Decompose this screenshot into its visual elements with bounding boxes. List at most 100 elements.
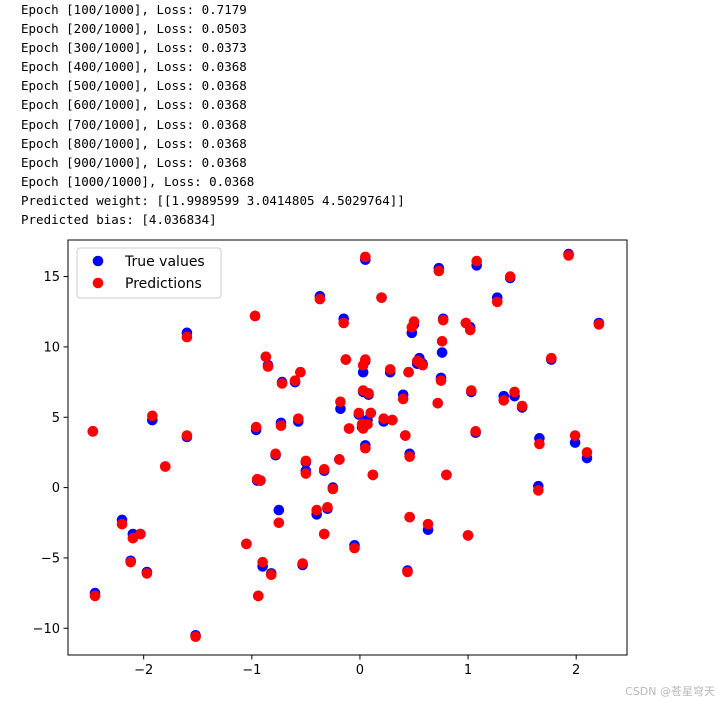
console-line: Predicted weight: [[1.9989599 3.0414805 … — [21, 192, 405, 208]
prediction-point — [318, 464, 330, 475]
prediction-point — [471, 255, 483, 267]
prediction-point — [338, 317, 350, 329]
y-tick-label: −5 — [41, 551, 60, 566]
prediction-point — [147, 410, 158, 422]
prediction-point — [295, 366, 306, 378]
console-line: Epoch [100/1000], Loss: 0.7179 — [21, 2, 247, 17]
prediction-point — [87, 426, 99, 437]
prediction-point — [581, 447, 593, 458]
console-output: Epoch [100/1000], Loss: 0.7179 Epoch [200… — [21, 0, 405, 229]
watermark: CSDN @苍星穹天 — [625, 685, 715, 698]
prediction-point — [516, 400, 528, 412]
prediction-point — [314, 293, 326, 305]
prediction-point — [89, 590, 101, 602]
prediction-point — [546, 352, 557, 364]
prediction-point — [387, 414, 398, 426]
y-tick-label: 15 — [43, 270, 60, 285]
prediction-point — [491, 296, 503, 308]
prediction-point — [533, 485, 544, 496]
console-line: Epoch [900/1000], Loss: 0.0368 — [21, 154, 247, 170]
prediction-point — [252, 590, 264, 602]
prediction-point — [563, 250, 574, 261]
prediction-point — [181, 430, 193, 441]
x-tick-label: −2 — [134, 663, 153, 678]
prediction-point — [160, 461, 171, 472]
prediction-point — [509, 386, 520, 398]
prediction-point — [340, 354, 352, 365]
x-tick-label: −1 — [242, 663, 261, 678]
prediction-point — [360, 251, 371, 263]
legend-label: Predictions — [125, 276, 202, 292]
prediction-point — [433, 265, 445, 277]
prediction-point — [273, 517, 285, 529]
prediction-point — [462, 530, 474, 541]
prediction-point — [403, 366, 414, 378]
y-tick-label: 5 — [52, 411, 60, 426]
prediction-point — [367, 469, 379, 481]
prediction-point — [362, 418, 373, 430]
prediction-point — [397, 393, 409, 405]
prediction-point — [353, 407, 365, 419]
y-tick-label: 0 — [52, 481, 60, 496]
prediction-point — [470, 426, 481, 437]
prediction-point — [311, 504, 322, 516]
true-value-point — [436, 347, 448, 358]
prediction-point — [343, 423, 355, 434]
prediction-point — [322, 501, 333, 513]
prediction-point — [265, 569, 277, 581]
prediction-point — [417, 359, 428, 371]
prediction-point — [365, 407, 377, 419]
prediction-point — [422, 518, 434, 530]
prediction-point — [593, 319, 605, 330]
prediction-point — [436, 335, 448, 347]
axes-frame — [67, 239, 628, 656]
prediction-point — [262, 361, 274, 372]
prediction-point — [349, 542, 360, 554]
prediction-point — [363, 388, 374, 399]
prediction-point — [255, 475, 266, 486]
prediction-point — [257, 556, 268, 568]
prediction-point — [437, 314, 449, 326]
prediction-point — [297, 558, 308, 569]
x-tick-label: 2 — [572, 663, 580, 678]
prediction-point — [384, 364, 396, 375]
prediction-point — [498, 395, 510, 406]
x-tick-label: 0 — [356, 663, 364, 678]
console-line: Epoch [500/1000], Loss: 0.0368 — [21, 78, 247, 94]
prediction-point — [441, 469, 452, 481]
prediction-point — [335, 396, 346, 408]
legend-label: True values — [124, 254, 205, 270]
prediction-point — [534, 438, 545, 450]
prediction-point — [408, 316, 420, 327]
prediction-point — [400, 430, 411, 441]
prediction-point — [270, 448, 281, 460]
true-value-point — [273, 504, 285, 516]
prediction-point — [241, 538, 252, 550]
console-line: Epoch [600/1000], Loss: 0.0368 — [21, 97, 247, 113]
legend-box — [76, 247, 222, 299]
console-line: Epoch [300/1000], Loss: 0.0373 — [21, 40, 247, 56]
prediction-point — [464, 324, 476, 336]
prediction-point — [334, 454, 345, 465]
prediction-point — [300, 468, 312, 479]
prediction-point — [249, 310, 261, 322]
prediction-point — [360, 354, 371, 365]
prediction-point — [125, 556, 137, 568]
prediction-point — [360, 442, 371, 454]
prediction-point — [190, 631, 201, 643]
prediction-point — [327, 483, 339, 495]
console-line: Epoch [200/1000], Loss: 0.0503 — [21, 21, 247, 37]
prediction-point — [318, 528, 330, 540]
legend-marker — [92, 255, 104, 267]
prediction-point — [569, 430, 581, 441]
console-line: Epoch [800/1000], Loss: 0.0368 — [21, 135, 247, 151]
prediction-point — [402, 566, 413, 578]
console-line: Epoch [700/1000], Loss: 0.0368 — [21, 116, 247, 132]
prediction-point — [289, 375, 301, 386]
prediction-point — [116, 518, 128, 530]
prediction-point — [181, 331, 193, 343]
console-line: Epoch [1000/1000], Loss: 0.0368 — [21, 173, 255, 189]
prediction-point — [435, 375, 447, 386]
prediction-point — [504, 271, 516, 282]
